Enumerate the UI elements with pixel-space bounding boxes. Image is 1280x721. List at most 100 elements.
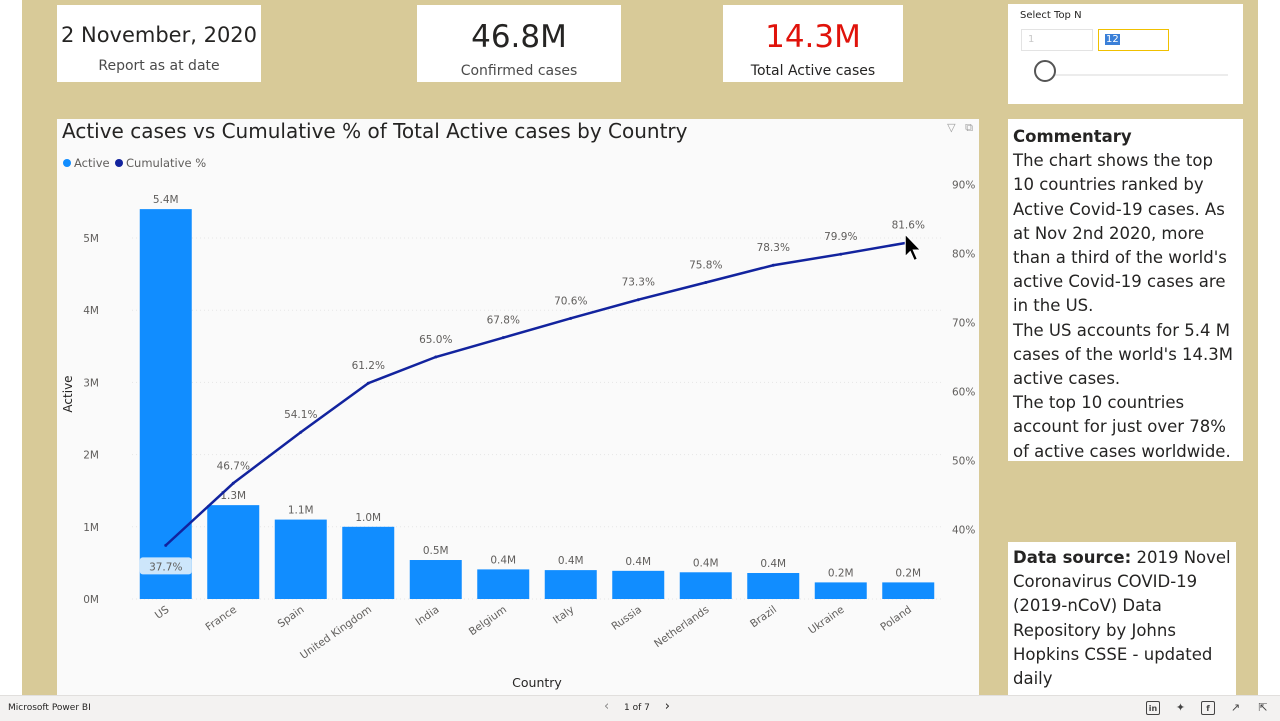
pareto-chart-card: 0M 1M 2M 3M 4M 5M 40% 50% 60% 70% 80% 90% Active Coun… (57, 119, 979, 695)
y-right-tick-label: 40% (952, 525, 975, 537)
share-icons: in ✦ f ↗ ⇱ (1136, 701, 1270, 715)
legend-label-active: Active (74, 156, 110, 170)
x-tick-label: US (153, 603, 172, 621)
page-indicator: 1 of 7 (624, 703, 650, 713)
slicer-track[interactable] (1038, 74, 1228, 76)
cumulative-point (771, 263, 775, 267)
cumulative-point (839, 252, 843, 256)
bar (679, 572, 732, 599)
line-data-label: 73.3% (622, 277, 655, 289)
line-data-label: 37.7% (149, 561, 182, 573)
facebook-icon[interactable]: f (1201, 701, 1215, 715)
active-cases-value: 14.3M (765, 19, 861, 55)
slicer-title: Select Top N (1020, 10, 1082, 21)
cumulative-point (704, 280, 708, 284)
next-page-icon[interactable]: › (664, 699, 670, 714)
bar-data-label: 0.5M (423, 545, 449, 557)
legend-marker-cumulative (115, 159, 123, 167)
app-name: Microsoft Power BI (8, 703, 91, 713)
linkedin-icon[interactable]: in (1146, 701, 1160, 715)
report-date-label: Report as at date (98, 58, 220, 74)
bar (274, 519, 327, 599)
share-icon[interactable]: ↗ (1230, 701, 1241, 714)
cumulative-point (231, 481, 235, 485)
slicer-max-value: 12 (1105, 34, 1120, 45)
cumulative-line (164, 241, 909, 547)
bar-data-label: 0.4M (490, 554, 516, 566)
line-data-label: 75.8% (689, 259, 722, 271)
y-left-tick-label: 1M (83, 522, 99, 534)
slicer-handle[interactable] (1034, 60, 1056, 82)
data-source-card: Data source: 2019 Novel Coronavirus COVI… (1008, 542, 1236, 695)
line-data-label: 46.7% (217, 460, 250, 472)
status-bar: Microsoft Power BI ‹ 1 of 7 › in ✦ f ↗ ⇱ (0, 695, 1280, 721)
cumulative-point (164, 543, 168, 547)
y-left-tick-label: 5M (83, 233, 99, 245)
commentary-body-3: The top 10 countries account for just ov… (1013, 393, 1231, 461)
bar-data-label: 0.2M (895, 567, 921, 579)
pareto-chart: 0M 1M 2M 3M 4M 5M 40% 50% 60% 70% 80% 90% Active Coun… (61, 156, 975, 690)
active-cases-card: 14.3M Total Active cases (723, 5, 903, 82)
line-data-label: 78.3% (757, 242, 790, 254)
y-left-tick-label: 4M (83, 305, 99, 317)
bar (612, 570, 665, 599)
cumulative-point (636, 298, 640, 302)
x-tick-label: Spain (276, 604, 307, 631)
report-date-value: 2 November, 2020 (60, 23, 258, 47)
bar-data-label: 0.2M (828, 567, 854, 579)
x-tick-label: France (203, 604, 238, 634)
commentary-title: Commentary (1013, 127, 1132, 146)
confirmed-cases-label: Confirmed cases (460, 63, 578, 79)
commentary-body: The chart shows the top 10 countries ran… (1013, 151, 1227, 316)
slicer-min-input[interactable]: 1 (1021, 29, 1093, 51)
line-data-label: 65.0% (419, 334, 452, 346)
y-right-tick-label: 80% (952, 249, 975, 261)
commentary-card: Commentary The chart shows the top 10 co… (1008, 119, 1243, 461)
expand-icon[interactable]: ⇱ (1258, 701, 1268, 714)
previous-page-icon[interactable]: ‹ (604, 699, 610, 714)
twitter-icon[interactable]: ✦ (1175, 701, 1186, 714)
bar-data-label: 0.4M (693, 557, 719, 569)
bar-data-label: 1.1M (288, 505, 314, 517)
y-axis-title: Active (61, 375, 75, 412)
x-axis-title: Country (512, 675, 562, 690)
active-cases-label: Total Active cases (750, 63, 876, 79)
focus-mode-icon[interactable]: ⧉ (965, 121, 973, 134)
line-data-label: 81.6% (892, 219, 925, 231)
bar-data-label: 0.4M (625, 556, 651, 568)
bar (207, 505, 260, 599)
x-tick-label: India (413, 604, 441, 629)
legend-marker-active (63, 159, 71, 167)
bar (814, 582, 867, 599)
x-tick-label: United Kingdom (298, 604, 374, 662)
bar-data-label: 5.4M (153, 194, 179, 206)
cumulative-point (434, 355, 438, 359)
cumulative-point (501, 336, 505, 340)
y-left-tick-label: 3M (83, 377, 99, 389)
bar (342, 526, 395, 599)
cumulative-point (299, 430, 303, 434)
bar-data-label: 1.0M (355, 512, 381, 524)
slicer-max-input[interactable]: 12 (1098, 29, 1169, 51)
x-tick-label: Poland (878, 604, 914, 634)
y-left-tick-label: 2M (83, 450, 99, 462)
cumulative-point (569, 316, 573, 320)
y-right-tick-label: 50% (952, 456, 975, 468)
top-n-slicer: Select Top N 1 12 (1008, 4, 1243, 104)
bar (409, 560, 462, 599)
line-data-label: 79.9% (824, 231, 857, 243)
bar (882, 582, 935, 599)
confirmed-cases-value: 46.8M (471, 19, 567, 55)
filter-icon[interactable]: ▽ (947, 121, 956, 134)
line-label-highlight (139, 557, 192, 575)
data-source-label: Data source: (1013, 548, 1132, 567)
legend-label-cumulative: Cumulative % (126, 156, 206, 170)
report-canvas: 2 November, 2020 Report as at date 46.8M… (22, 0, 1258, 695)
data-source-text: 2019 Novel Coronavirus COVID-19 (2019-nC… (1013, 548, 1231, 689)
x-tick-label: Ukraine (806, 604, 846, 637)
chart-toolbar: ▽ ⧉ (947, 121, 973, 135)
y-right-tick-label: 90% (952, 180, 975, 192)
y-right-tick-label: 70% (952, 318, 975, 330)
y-left-tick-label: 0M (83, 594, 99, 606)
commentary-body-2: The US accounts for 5.4 M cases of the w… (1013, 320, 1234, 389)
